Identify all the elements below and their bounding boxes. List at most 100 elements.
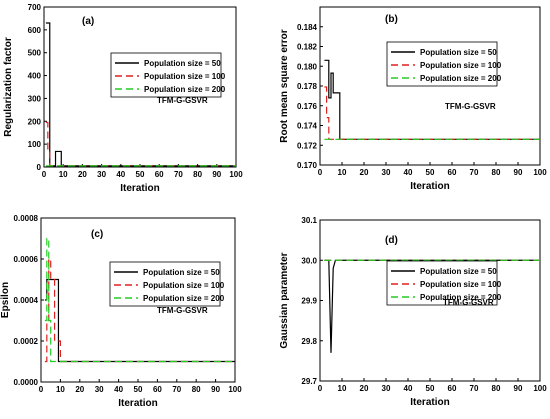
series-line-2	[324, 86, 540, 140]
x-axis-title: Iteration	[410, 397, 449, 408]
x-tick-label: 20	[360, 168, 369, 177]
chart-panel-1: 0 10 20 30 40 50 60 70 80 90 100 0 100 200 300 400 500 60…	[3, 3, 243, 194]
y-tick-label: 0.174	[297, 122, 318, 131]
x-tick-label: 0	[318, 384, 323, 393]
x-tick-label: 100	[533, 384, 547, 393]
y-tick-label: 0.0004	[14, 296, 39, 305]
y-tick-label: 0.184	[297, 23, 318, 32]
x-tick-label: 0	[318, 168, 323, 177]
legend-label: Population size = 200	[420, 293, 502, 302]
legend-label: Population size = 100	[143, 281, 225, 290]
y-tick-label: 600	[28, 26, 42, 35]
y-tick-label: 100	[28, 140, 42, 149]
x-tick-label: 0	[39, 385, 44, 394]
chart-annotation: TFM-G-GSVR	[443, 298, 494, 307]
x-tick-label: 100	[228, 385, 242, 394]
y-tick-label: 0.182	[297, 43, 318, 52]
legend-label: Population size = 100	[420, 280, 502, 289]
x-tick-label: 20	[360, 384, 369, 393]
chart-panel-3: 0 10 20 30 40 50 60 70 80 90 100 0.0000 0.0002 0.0004…	[0, 214, 242, 409]
legend-label: Population size = 50	[420, 267, 497, 276]
y-axis-title: Regularization factor	[3, 37, 14, 137]
x-tick-label: 60	[448, 384, 457, 393]
x-tick-label: 100	[229, 170, 243, 179]
x-tick-label: 10	[338, 384, 347, 393]
x-tick-label: 60	[448, 168, 457, 177]
series-line-1	[324, 59, 540, 140]
x-tick-label: 20	[78, 170, 87, 179]
y-tick-label: 0.0008	[14, 214, 39, 223]
chart-annotation: TFM-G-GSVR	[445, 102, 496, 111]
legend: Population size = 50 Population size = 10…	[386, 260, 502, 306]
y-tick-label: 0.176	[297, 102, 318, 111]
series-line-3	[44, 237, 235, 363]
y-tick-label: 30.1	[301, 216, 317, 225]
x-tick-label: 60	[155, 170, 164, 179]
series-line-2	[44, 258, 235, 363]
legend-label: Population size = 200	[420, 74, 502, 83]
legend-label: Population size = 100	[144, 72, 226, 81]
x-tick-label: 40	[116, 170, 125, 179]
y-axis-title: Epsilon	[0, 282, 11, 318]
x-tick-label: 30	[97, 170, 106, 179]
y-tick-label: 400	[28, 72, 42, 81]
legend-label: Population size = 100	[420, 61, 502, 70]
y-axis-title: Gaussian parameter	[279, 252, 290, 348]
x-tick-label: 20	[75, 385, 84, 394]
x-axis-title: Iteration	[120, 183, 159, 194]
panel-label: (b)	[385, 14, 398, 25]
x-tick-label: 50	[426, 168, 435, 177]
x-tick-label: 40	[114, 385, 123, 394]
x-tick-label: 80	[492, 168, 501, 177]
panel-label: (a)	[82, 16, 94, 27]
y-tick-label: 0.172	[297, 141, 318, 150]
x-tick-label: 90	[514, 168, 523, 177]
legend-label: Population size = 200	[143, 294, 225, 303]
x-tick-label: 60	[153, 385, 162, 394]
x-tick-label: 90	[212, 170, 221, 179]
x-tick-label: 0	[42, 170, 47, 179]
series-line-1	[45, 22, 236, 167]
y-tick-label: 0.0002	[14, 337, 39, 346]
series-line-2	[45, 121, 236, 167]
x-tick-label: 10	[338, 168, 347, 177]
x-tick-label: 70	[470, 384, 479, 393]
legend: Population size = 50 Population size = 10…	[386, 41, 502, 87]
y-tick-label: 0	[37, 163, 42, 172]
y-tick-label: 500	[28, 49, 42, 58]
x-tick-label: 30	[382, 384, 391, 393]
y-tick-label: 0.180	[297, 62, 318, 71]
x-tick-label: 70	[172, 385, 181, 394]
x-tick-label: 50	[136, 170, 145, 179]
x-tick-label: 80	[492, 384, 501, 393]
legend-label: Population size = 50	[144, 59, 221, 68]
x-tick-label: 90	[514, 384, 523, 393]
x-axis-title: Iteration	[410, 181, 449, 192]
x-tick-label: 40	[404, 168, 413, 177]
x-tick-label: 10	[59, 170, 68, 179]
x-tick-label: 70	[470, 168, 479, 177]
x-tick-label: 80	[192, 385, 201, 394]
x-tick-label: 10	[56, 385, 65, 394]
legend: Population size = 50 Population size = 10…	[109, 261, 225, 307]
y-tick-label: 200	[28, 117, 42, 126]
x-tick-label: 90	[211, 385, 220, 394]
chart-annotation: TFM-G-GSVR	[157, 96, 208, 105]
chart-panel-2: 0 10 20 30 40 50 60 70 80 90 100 0.170 0.172 0.174 0.1…	[279, 6, 547, 192]
y-tick-label: 0.170	[297, 161, 318, 170]
y-tick-label: 30.0	[301, 256, 317, 265]
x-tick-label: 30	[95, 385, 104, 394]
x-tick-label: 70	[174, 170, 183, 179]
y-tick-label: 29.7	[301, 377, 317, 386]
y-tick-label: 29.8	[301, 337, 317, 346]
legend: Population size = 50 Population size = 10…	[110, 52, 226, 98]
panel-label: (d)	[385, 235, 398, 246]
x-tick-label: 50	[134, 385, 143, 394]
x-tick-label: 80	[193, 170, 202, 179]
x-tick-label: 100	[533, 168, 547, 177]
x-tick-label: 40	[404, 384, 413, 393]
y-tick-label: 700	[28, 3, 42, 12]
legend-label: Population size = 200	[144, 85, 226, 94]
y-tick-label: 0.0006	[14, 255, 39, 264]
